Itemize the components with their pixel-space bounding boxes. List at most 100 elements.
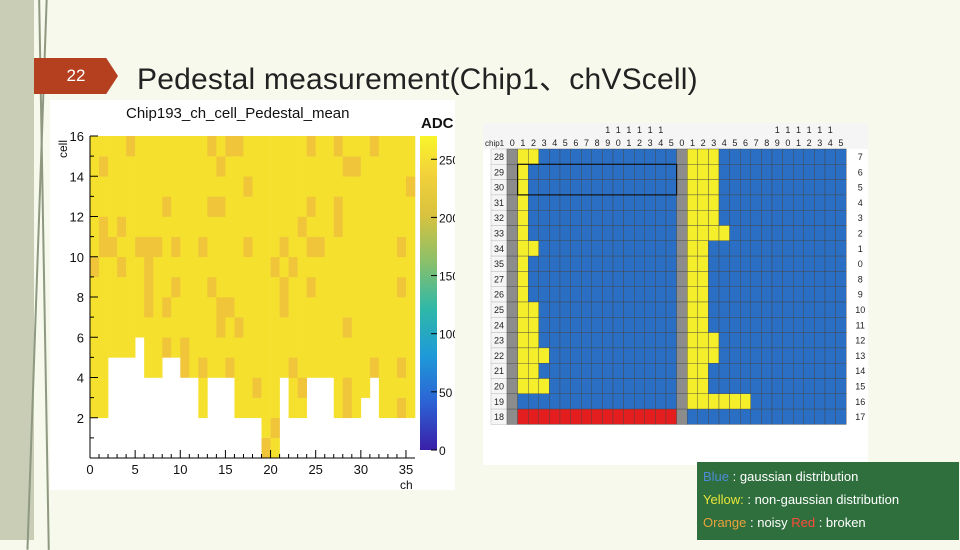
table-col-units: 7 [584, 138, 589, 148]
table-cell [814, 347, 826, 364]
heatmap-cell [207, 256, 217, 278]
table-row-label-left: 22 [494, 351, 504, 361]
heatmap-cell [369, 337, 380, 358]
table-cell [676, 164, 688, 180]
table-cell [580, 332, 592, 349]
table-cell [602, 317, 614, 333]
heatmap-cell [153, 156, 163, 177]
table-cell [655, 362, 667, 379]
heatmap-cell [396, 156, 407, 177]
table-row-label-right: 8 [858, 274, 863, 284]
table-cell [612, 332, 624, 349]
heatmap-cell [279, 236, 289, 258]
table-cell [697, 225, 709, 242]
heatmap-cell [225, 256, 235, 278]
heatmap-cell [279, 337, 289, 358]
heatmap-cell [387, 276, 398, 298]
heatmap-cell [252, 216, 262, 237]
table-cell [633, 240, 645, 257]
table-cell [591, 317, 603, 333]
table-cell [803, 164, 815, 180]
table-cell [633, 271, 645, 287]
table-col-tens: 1 [817, 125, 822, 135]
heatmap-cell [405, 216, 416, 237]
table-cell [761, 225, 773, 242]
table-col-units: 8 [595, 138, 600, 148]
heatmap-cell [153, 196, 163, 217]
table-cell [580, 301, 592, 318]
heatmap-cell [126, 176, 136, 197]
heatmap-cell [162, 136, 172, 157]
table-cell [718, 148, 730, 165]
heatmap-cell [153, 136, 163, 157]
heatmap-cell [225, 337, 235, 358]
table-cell [718, 317, 730, 333]
table-cell [718, 347, 730, 364]
heatmap-cell [360, 196, 371, 217]
table-cell [528, 148, 540, 165]
heatmap-cell [216, 156, 226, 177]
heatmap-cell [306, 136, 316, 157]
table-cell [782, 209, 794, 226]
heatmap-cell [351, 216, 362, 237]
table-cell [814, 271, 826, 287]
table-cell [655, 194, 667, 211]
table-cell [580, 209, 592, 226]
table-cell [580, 164, 592, 180]
table-cell [528, 408, 540, 425]
table-cell [771, 378, 783, 395]
table-cell [803, 362, 815, 379]
table-cell [559, 408, 571, 425]
heatmap-cell [198, 216, 208, 237]
table-row-label-left: 24 [494, 320, 504, 330]
heatmap-cell [117, 256, 127, 278]
heatmap-cell [117, 297, 127, 318]
table-cell [750, 408, 762, 425]
table-row-label-right: 17 [855, 412, 865, 422]
heatmap-cell [342, 136, 353, 157]
heatmap-cell [198, 176, 208, 197]
table-cell [633, 148, 645, 165]
table-cell [665, 317, 677, 333]
heatmap-cell [315, 297, 326, 318]
table-cell [718, 393, 730, 410]
heatmap-cell [189, 317, 199, 338]
table-cell [559, 164, 571, 180]
legend-yellow: Yellow: : non-gaussian distribution [703, 492, 899, 507]
table-cell [697, 408, 709, 425]
heatmap-cell [135, 256, 145, 278]
heatmap-cell [360, 176, 371, 197]
table-cell [623, 164, 635, 180]
table-cell [538, 317, 550, 333]
heatmap-cell [153, 216, 163, 237]
table-cell [676, 255, 688, 272]
table-cell [517, 164, 529, 180]
heatmap-cell [279, 256, 289, 278]
heatmap-cell [288, 216, 298, 237]
table-cell [814, 148, 826, 165]
x-tick-label: 5 [132, 462, 139, 477]
dead-channel-cell [261, 437, 271, 458]
heatmap-cell [396, 297, 407, 318]
table-cell [771, 225, 783, 242]
table-cell [708, 179, 720, 196]
table-cell [623, 255, 635, 272]
table-col-tens: 1 [658, 125, 663, 135]
heatmap-cell [306, 337, 316, 358]
heatmap-cell [315, 256, 326, 278]
table-cell [814, 301, 826, 318]
heatmap-cell [99, 337, 109, 358]
table-cell [782, 393, 794, 410]
table-cell [824, 179, 836, 196]
table-cell [517, 347, 529, 364]
table-row-label-right: 10 [855, 305, 865, 315]
table-cell [835, 301, 847, 318]
table-cell [559, 347, 571, 364]
heatmap-cell [351, 317, 362, 338]
table-cell [718, 255, 730, 272]
table-cell [708, 271, 720, 287]
heatmap-cell [162, 176, 172, 197]
table-cell [655, 164, 667, 180]
table-cell [708, 240, 720, 257]
